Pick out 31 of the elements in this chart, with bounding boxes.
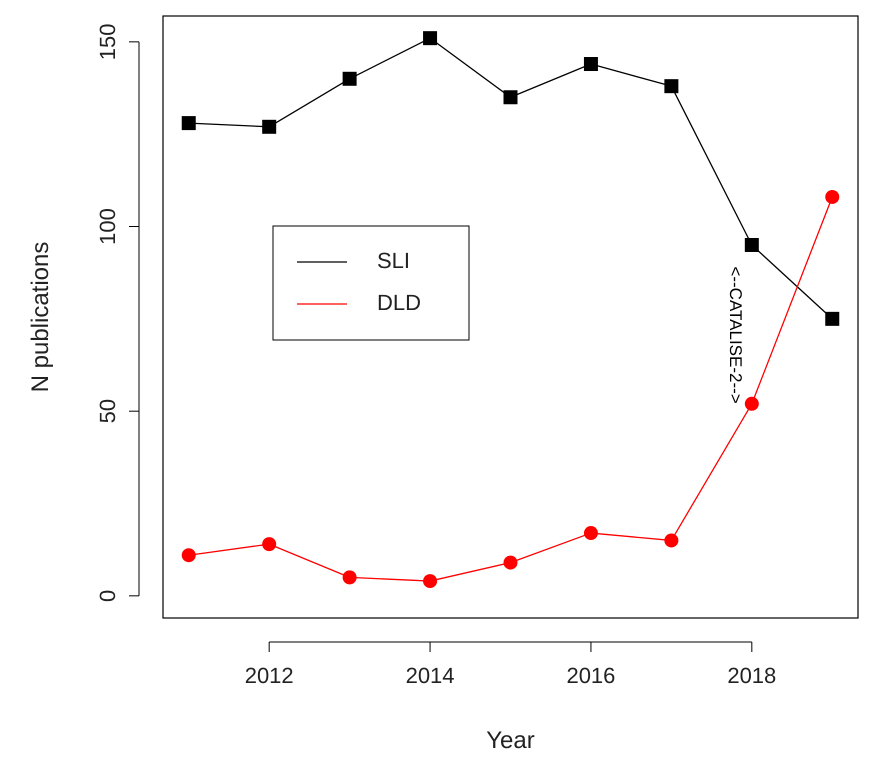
point: [584, 526, 598, 540]
point: [504, 556, 518, 570]
point: [664, 533, 678, 548]
x-tick-label: 2018: [727, 663, 776, 688]
y-tick-label: 50: [95, 398, 120, 424]
point: [744, 238, 759, 252]
point: [504, 90, 518, 104]
point: [182, 548, 196, 562]
annotation: <--CATALISE-2-->: [726, 266, 745, 404]
y-tick-label: 0: [95, 590, 120, 602]
x-tick-label: 2012: [244, 663, 294, 688]
legend-label: SLI: [377, 248, 410, 273]
point: [744, 396, 759, 411]
y-axis-title: N publications: [27, 242, 54, 392]
point: [342, 72, 357, 86]
point: [423, 574, 438, 588]
y-tick-label: 150: [95, 23, 120, 60]
x-axis-title: Year: [486, 727, 535, 754]
point: [342, 570, 357, 584]
legend-label: DLD: [377, 290, 422, 315]
point: [262, 120, 276, 134]
point: [584, 57, 598, 72]
point: [825, 312, 840, 326]
x-tick-label: 2016: [566, 663, 616, 688]
point: [664, 79, 678, 94]
x-tick-label: 2014: [406, 663, 455, 688]
y-tick-label: 100: [95, 208, 120, 245]
point: [262, 537, 276, 552]
point: [182, 116, 196, 130]
point: [423, 31, 438, 46]
point: [825, 190, 840, 204]
